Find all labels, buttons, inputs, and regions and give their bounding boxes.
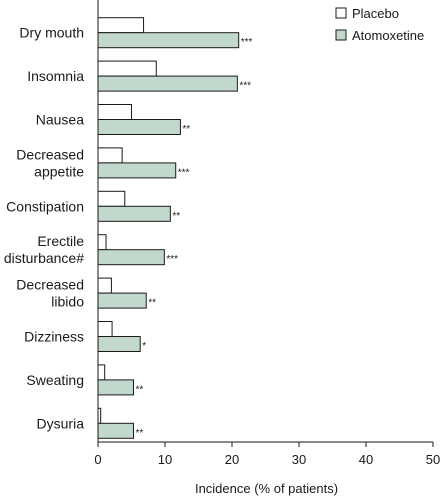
bar-placebo <box>97 147 123 164</box>
category-label: Decreased libido <box>16 277 84 310</box>
bar-atomoxetine <box>97 119 181 135</box>
category-label-line: Decreased <box>16 277 84 293</box>
bar-atomoxetine <box>97 422 135 439</box>
category-label-line: Sweating <box>26 372 84 388</box>
x-tick-label: 50 <box>426 452 440 467</box>
category-label-line: Dysuria <box>37 415 85 431</box>
legend: Placebo Atomoxetine <box>335 6 424 43</box>
category-label: Insomnia <box>27 68 84 84</box>
x-tick-label: 40 <box>359 452 373 467</box>
category-label-line: Constipation <box>6 198 84 214</box>
category-label-line: Nausea <box>36 112 84 128</box>
category-label-line: Decreased <box>16 146 84 162</box>
category-label: Dry mouth <box>19 25 84 41</box>
significance-label: *** <box>166 254 178 265</box>
category-label-line: Erectile <box>37 233 84 249</box>
bar-atomoxetine <box>97 336 141 352</box>
bar-atomoxetine <box>97 205 171 222</box>
category-label: Nausea <box>36 112 84 128</box>
category-label-line: libido <box>51 294 84 310</box>
legend-swatch <box>335 7 347 19</box>
significance-label: *** <box>178 167 190 178</box>
x-tick-label: 20 <box>225 452 239 467</box>
x-tick-label: 0 <box>94 452 101 467</box>
legend-label: Placebo <box>352 6 399 21</box>
category-label: Constipation <box>6 198 84 214</box>
significance-label: * <box>142 341 146 352</box>
category-label-line: disturbance# <box>4 250 84 266</box>
x-tick-label: 30 <box>292 452 306 467</box>
bar-placebo <box>97 277 112 294</box>
axes: 0 10 20 30 40 50 <box>94 0 440 467</box>
category-label: Dysuria <box>37 415 85 431</box>
bar-atomoxetine <box>97 75 238 92</box>
legend-label: Atomoxetine <box>352 28 424 43</box>
significance-labels: *********************** <box>136 37 253 439</box>
bars <box>97 17 240 439</box>
significance-label: *** <box>241 37 253 48</box>
bar-placebo <box>97 190 126 207</box>
significance-label: ** <box>136 384 144 395</box>
category-label: Erectile disturbance# <box>4 233 84 266</box>
bar-placebo <box>97 364 106 381</box>
significance-label: ** <box>172 211 180 222</box>
category-label-line: appetite <box>34 163 84 179</box>
significance-label: *** <box>239 81 251 92</box>
bar-placebo <box>97 60 157 77</box>
category-label-line: Dizziness <box>24 329 84 345</box>
category-label-line: Dry mouth <box>19 25 84 41</box>
bar-placebo <box>97 104 132 120</box>
category-label-line: Insomnia <box>27 68 84 84</box>
category-label: Decreased appetite <box>16 146 84 179</box>
bar-atomoxetine <box>97 32 240 49</box>
x-axis-title: Incidence (% of patients) <box>195 481 338 496</box>
significance-label: ** <box>136 428 144 439</box>
category-label: Dizziness <box>24 329 84 345</box>
bar-placebo <box>97 321 113 337</box>
bar-atomoxetine <box>97 292 147 309</box>
bar-atomoxetine <box>97 379 135 396</box>
bar-placebo <box>97 17 145 34</box>
bar-atomoxetine <box>97 249 165 266</box>
x-tick-label: 10 <box>158 452 172 467</box>
significance-label: ** <box>182 124 190 135</box>
bar-atomoxetine <box>97 162 177 179</box>
significance-label: ** <box>148 298 156 309</box>
category-label: Sweating <box>26 372 84 388</box>
legend-swatch <box>335 29 347 41</box>
bar-placebo <box>97 234 107 251</box>
